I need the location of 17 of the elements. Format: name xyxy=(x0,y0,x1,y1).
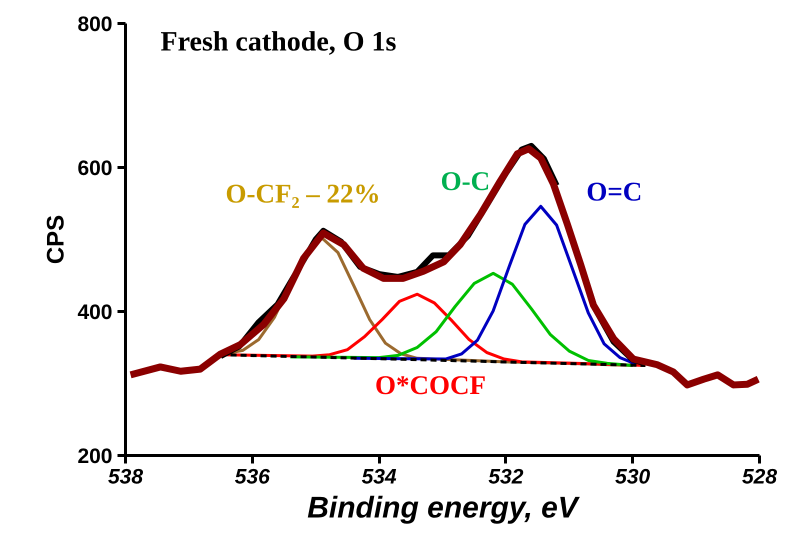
y-tick-label: 400 xyxy=(77,301,113,324)
x-tick-label: 532 xyxy=(488,466,524,488)
x-tick-label: 530 xyxy=(615,466,651,488)
x-tick-label: 534 xyxy=(362,466,397,488)
y-tick-label: 200 xyxy=(77,445,113,468)
annotation: O-CF₂ – 22% xyxy=(225,178,381,208)
x-tick-label: 536 xyxy=(234,466,270,488)
y-tick-label: 600 xyxy=(77,157,113,180)
x-axis-title: Binding energy, eV xyxy=(307,492,581,524)
y-tick-label: 800 xyxy=(77,13,113,36)
chart-title: Fresh cathode, O 1s xyxy=(160,26,397,58)
y-axis-title: CPS xyxy=(42,214,70,264)
annotation: O=C xyxy=(586,176,642,206)
annotation: O*COCF xyxy=(374,370,486,400)
annotation: O-C xyxy=(440,166,490,196)
x-tick-label: 538 xyxy=(108,466,144,488)
x-tick-label: 528 xyxy=(742,466,778,488)
